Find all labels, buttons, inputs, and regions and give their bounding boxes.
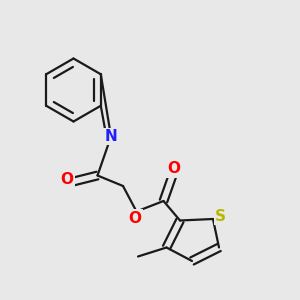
Text: O: O bbox=[167, 161, 181, 176]
Text: S: S bbox=[215, 209, 226, 224]
Text: N: N bbox=[105, 129, 117, 144]
Text: O: O bbox=[128, 211, 142, 226]
Text: O: O bbox=[60, 172, 74, 188]
